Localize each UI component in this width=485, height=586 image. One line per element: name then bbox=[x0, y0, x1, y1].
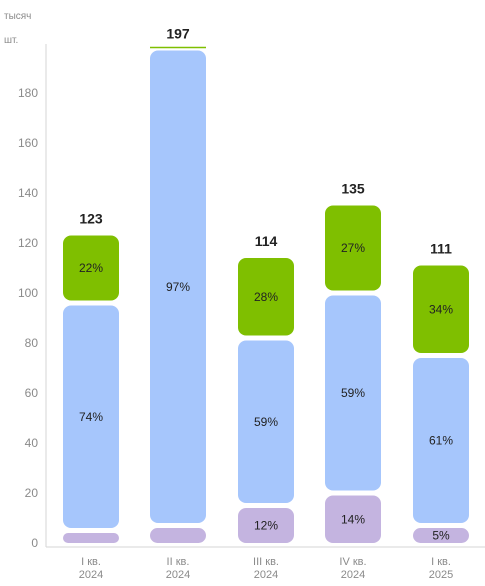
y-tick-labels: 0 20 40 60 80 100 120 140 160 180 bbox=[18, 86, 38, 550]
category-label: I кв. bbox=[431, 556, 451, 568]
y-unit-label-line-1: тысяч bbox=[4, 11, 31, 22]
y-tick-label: 120 bbox=[18, 236, 38, 250]
category-label: III кв. bbox=[253, 556, 279, 568]
bar-total-label: 114 bbox=[255, 233, 278, 249]
bar-total-label: 197 bbox=[166, 26, 190, 42]
segment-percent-label: 14% bbox=[341, 512, 365, 526]
y-tick-label: 40 bbox=[25, 436, 39, 450]
total-labels: 123 197 114 135 111 bbox=[79, 26, 452, 257]
y-tick-label: 0 bbox=[31, 536, 38, 550]
bar-segment bbox=[238, 340, 294, 503]
category-label: 2025 bbox=[429, 569, 453, 581]
segment-percent-label: 97% bbox=[166, 280, 190, 294]
bar-total-label: 123 bbox=[79, 211, 103, 227]
y-tick-label: 100 bbox=[18, 286, 38, 300]
bar-segment bbox=[325, 295, 381, 491]
y-tick-label: 20 bbox=[25, 486, 39, 500]
y-tick-label: 180 bbox=[18, 86, 38, 100]
segment-percent-label: 22% bbox=[79, 261, 103, 275]
bar-total-label: 135 bbox=[341, 181, 365, 197]
category-label: 2024 bbox=[254, 569, 278, 581]
y-tick-label: 60 bbox=[25, 386, 39, 400]
segment-percent-label: 5% bbox=[432, 529, 450, 543]
segment-percent-label: 59% bbox=[341, 386, 365, 400]
y-tick-label: 160 bbox=[18, 136, 38, 150]
y-tick-label: 140 bbox=[18, 186, 38, 200]
segment-percent-label: 59% bbox=[254, 415, 278, 429]
bar-segments bbox=[63, 46, 469, 543]
segment-percent-label: 28% bbox=[254, 290, 278, 304]
bar-segment bbox=[238, 258, 294, 336]
category-label: 2024 bbox=[166, 569, 190, 581]
y-unit-label-line-2: шт. bbox=[4, 35, 18, 46]
segment-percent-label: 61% bbox=[429, 434, 453, 448]
bar-segment bbox=[325, 495, 381, 543]
bar-segment bbox=[150, 50, 206, 523]
bar-segment bbox=[63, 305, 119, 528]
category-label: 2024 bbox=[341, 569, 365, 581]
bar-segment bbox=[325, 205, 381, 291]
percentage-labels: 74% 22% 97% 12% 59% 28% 14% 59% 27% 5% 61% 34% bbox=[79, 241, 453, 543]
y-tick-label: 80 bbox=[25, 336, 39, 350]
bar-segment bbox=[63, 533, 119, 543]
bar-segment bbox=[413, 265, 469, 353]
bar-segment bbox=[413, 528, 469, 543]
category-label: IV кв. bbox=[339, 556, 366, 568]
bar-total-label: 111 bbox=[430, 241, 452, 257]
segment-percent-label: 27% bbox=[341, 241, 365, 255]
segment-percent-label: 74% bbox=[79, 410, 103, 424]
bar-segment bbox=[150, 528, 206, 543]
category-label: 2024 bbox=[79, 569, 103, 581]
segment-percent-label: 34% bbox=[429, 302, 453, 316]
bar-segment bbox=[63, 235, 119, 301]
category-label: II кв. bbox=[167, 556, 190, 568]
category-label: I кв. bbox=[81, 556, 101, 568]
bar-segment bbox=[238, 508, 294, 543]
bar-segment bbox=[413, 358, 469, 523]
segment-percent-label: 12% bbox=[254, 519, 278, 533]
